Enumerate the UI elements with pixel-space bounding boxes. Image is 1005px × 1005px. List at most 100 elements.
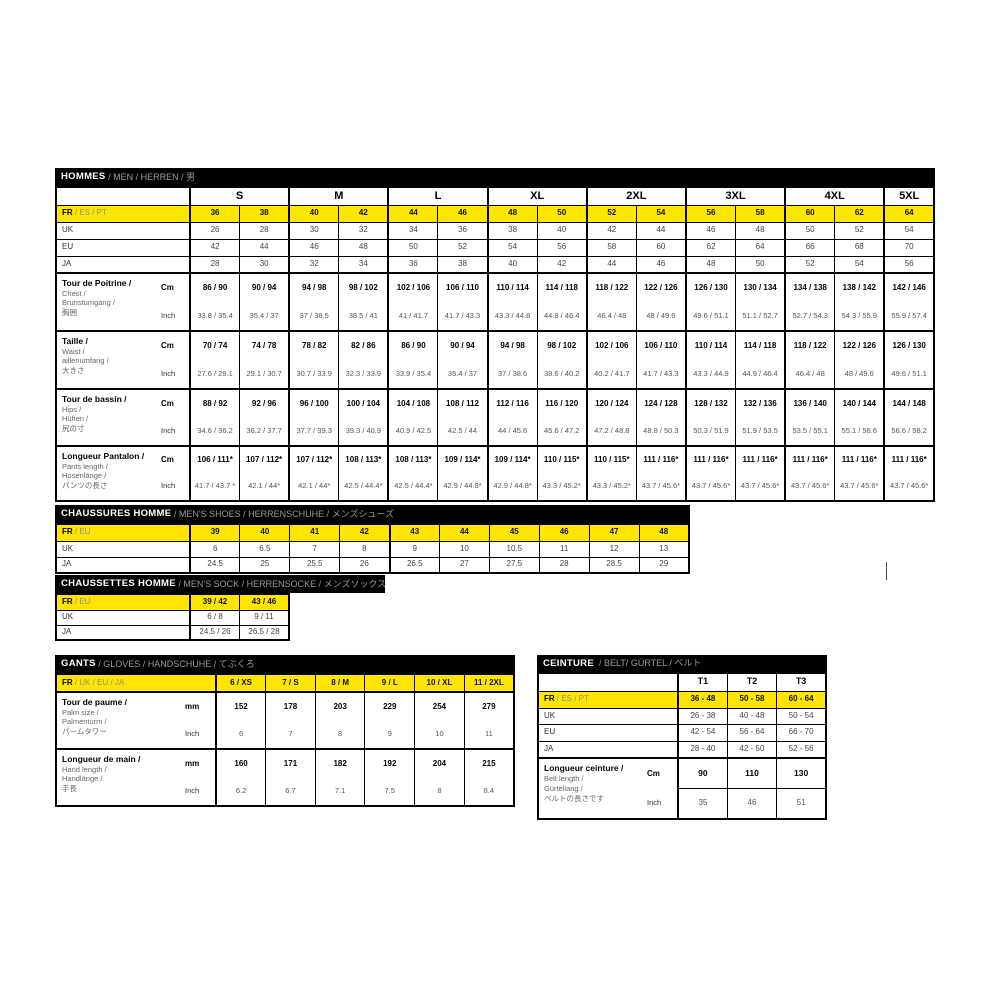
- table-structure: 86 / 90 33.9 / 35.4: [390, 333, 437, 388]
- belt-inch-value: 35: [677, 787, 728, 820]
- top-value: 106 / 110: [644, 340, 678, 350]
- value-cell: 42: [585, 221, 637, 240]
- table-structure: 122 / 126 48 / 49.6: [637, 275, 685, 330]
- value-cell: 30: [288, 221, 340, 240]
- table-structure: 182 7.1: [316, 751, 364, 805]
- measure-label: Tour de bassin /: [62, 393, 127, 404]
- socks-region-row: FR / EU 39 / 42 43 / 46: [55, 593, 290, 611]
- bottom-value: 43.7 / 45.6*: [641, 481, 681, 491]
- region-value-row: EU 42 44 46 48 50 52 54 56 58 60 62 64 66 68 70: [55, 238, 935, 257]
- belt-cm-value: 90: [677, 757, 728, 789]
- bottom-value: 50.3 / 51.9: [693, 425, 729, 435]
- row-label: EU: [55, 238, 191, 257]
- value-cell: 9: [388, 540, 440, 558]
- socks-header-bar: CHAUSSETTES HOMME / MEN'S SOCK / HERRENS…: [55, 575, 386, 593]
- size-group-header: 2XL: [585, 186, 687, 206]
- value-cell: 28.5: [588, 556, 640, 574]
- table-structure: 90 / 94 35.4 / 37: [439, 333, 487, 388]
- bottom-value: 51.9 / 53.5: [742, 425, 778, 435]
- top-value: 110 / 114: [496, 282, 529, 292]
- value-cell: 28: [189, 255, 241, 274]
- gloves-subtitle: / GLOVES / HANDSCHUHE / てぶくろ: [95, 658, 255, 669]
- bottom-value: 43.3 / 44.8: [494, 310, 531, 320]
- measure-label-line: 大きさ: [62, 366, 85, 376]
- table-structure: Tour de Poitrine / Chest / Brunstumgang / 胸…: [57, 275, 188, 330]
- bottom-value: 7.5: [384, 785, 396, 795]
- measure-label-line: パンツの長さ: [62, 481, 108, 491]
- region-label-bold: FR: [544, 694, 555, 704]
- bottom-value: 49.6 / 51.1: [891, 368, 927, 378]
- table-structure: 124 / 128 48.8 / 50.3: [637, 391, 685, 445]
- value-cell: 11: [538, 540, 590, 558]
- measure-cell: 94 / 98 37 / 38.5: [288, 272, 340, 332]
- measure-cell: 114 / 118 44.8 / 46.4: [536, 272, 588, 332]
- top-value: 192: [383, 758, 397, 768]
- region-label-rest: / UK / EU / JA: [72, 677, 125, 687]
- measure-cell: 110 / 114 43.3 / 44.8: [486, 272, 538, 332]
- value-cell: 34: [387, 221, 439, 240]
- table-structure: 110 / 115* 43.3 / 45.2*: [589, 448, 636, 500]
- measure-label-line: Pants length /: [62, 461, 108, 471]
- top-value: 122 / 126: [644, 282, 678, 292]
- measure-label-line: ベルトの長さです: [544, 793, 604, 803]
- measure-cell: 124 / 128 48.8 / 50.3: [635, 388, 687, 447]
- value-cell: 10.5: [488, 540, 540, 558]
- value-cell: 40: [536, 221, 588, 240]
- table-structure: 178 7: [267, 694, 315, 748]
- measure-cell: 90 / 94 35.4 / 37: [239, 272, 290, 332]
- measure-row: Tour de bassin / Hips / Hüften / 尻の寸 Cm Inch 8…: [55, 388, 935, 447]
- top-value: 111 / 116*: [891, 455, 927, 465]
- size-cell: 62: [834, 204, 885, 223]
- row-label: UK: [55, 540, 191, 558]
- value-cell: 52: [784, 255, 836, 274]
- bottom-value: 34.6 / 36.2: [197, 425, 233, 435]
- size-group-header: S: [189, 186, 290, 206]
- value-cell: 32: [288, 255, 340, 274]
- top-value: 229: [383, 701, 397, 711]
- table-structure: Longueur Pantalon / Pants length / Hosenlä…: [57, 448, 188, 500]
- measure-cell: 203 8: [314, 691, 366, 750]
- bottom-value: 6.7: [285, 785, 296, 795]
- measure-cell: 112 / 116 44 / 45.6: [486, 388, 538, 447]
- bottom-value: 43.7 / 45.6*: [740, 481, 780, 491]
- shoes-table: FR / EU 39 40 41 42 43 44 45 46 47 48 UK 6 6.5 7 8 9 10 10…: [55, 523, 690, 574]
- table-structure: 126 / 130 49.6 / 51.1: [886, 333, 933, 388]
- row-label: UK: [537, 707, 679, 725]
- bottom-value: 55.1 / 56.6: [841, 425, 877, 435]
- top-value: 106 / 110: [446, 282, 479, 292]
- bottom-value: 30.7 / 33.9: [296, 368, 332, 378]
- table-structure: 106 / 110 41.7 / 43.3: [439, 275, 487, 330]
- measure-cell: 171 6.7: [265, 748, 316, 807]
- bottom-value: 37 / 38.5: [299, 310, 329, 320]
- table-structure: 88 / 92 34.6 / 36.2: [191, 391, 239, 445]
- unit-top-label: mm: [185, 701, 200, 711]
- table-structure: 108 / 113* 42.5 / 44.4*: [390, 448, 437, 500]
- measure-cell: 138 / 142 54.3 / 55.9: [834, 272, 885, 332]
- table-structure: 215 8.4: [465, 751, 513, 805]
- value-cell: 24.5 / 26: [189, 624, 240, 641]
- value-cell: 50 - 54: [776, 707, 827, 725]
- table-structure: 171 6.7: [267, 751, 315, 805]
- measure-cell: 111 / 116* 43.7 / 45.6*: [834, 445, 885, 502]
- bottom-value: 40.9 / 42.5: [395, 425, 432, 435]
- t-size-header: T3: [776, 672, 827, 692]
- measure-label-cell: Taille / Waist / aillenumfang / 大きさ Cm Inch: [55, 330, 191, 390]
- top-value: 110 / 114: [694, 340, 728, 350]
- value-cell: 26.5 / 28: [239, 624, 290, 641]
- measure-label-line: Belt length /: [544, 774, 584, 784]
- measure-cell: 106 / 110 41.7 / 43.3: [437, 272, 489, 332]
- bottom-value: 6: [238, 728, 244, 738]
- table-structure: 136 / 140 53.5 / 55.1: [787, 391, 834, 445]
- top-value: 104 / 108: [396, 398, 431, 408]
- hommes-title: HOMMES: [61, 171, 106, 183]
- size-cell: 38: [239, 204, 290, 223]
- table-structure: 94 / 98 37 / 38.5: [291, 275, 338, 330]
- value-cell: 54: [834, 255, 885, 274]
- region-label: FR / EU: [55, 523, 191, 542]
- measure-label-cell: Longueur Pantalon / Pants length / Hosenlä…: [55, 445, 191, 502]
- bottom-value: 51.1 / 52.7: [742, 310, 778, 320]
- region-label-bold: FR: [62, 527, 73, 537]
- measure-cell: 102 / 106 40.2 / 41.7: [585, 330, 637, 390]
